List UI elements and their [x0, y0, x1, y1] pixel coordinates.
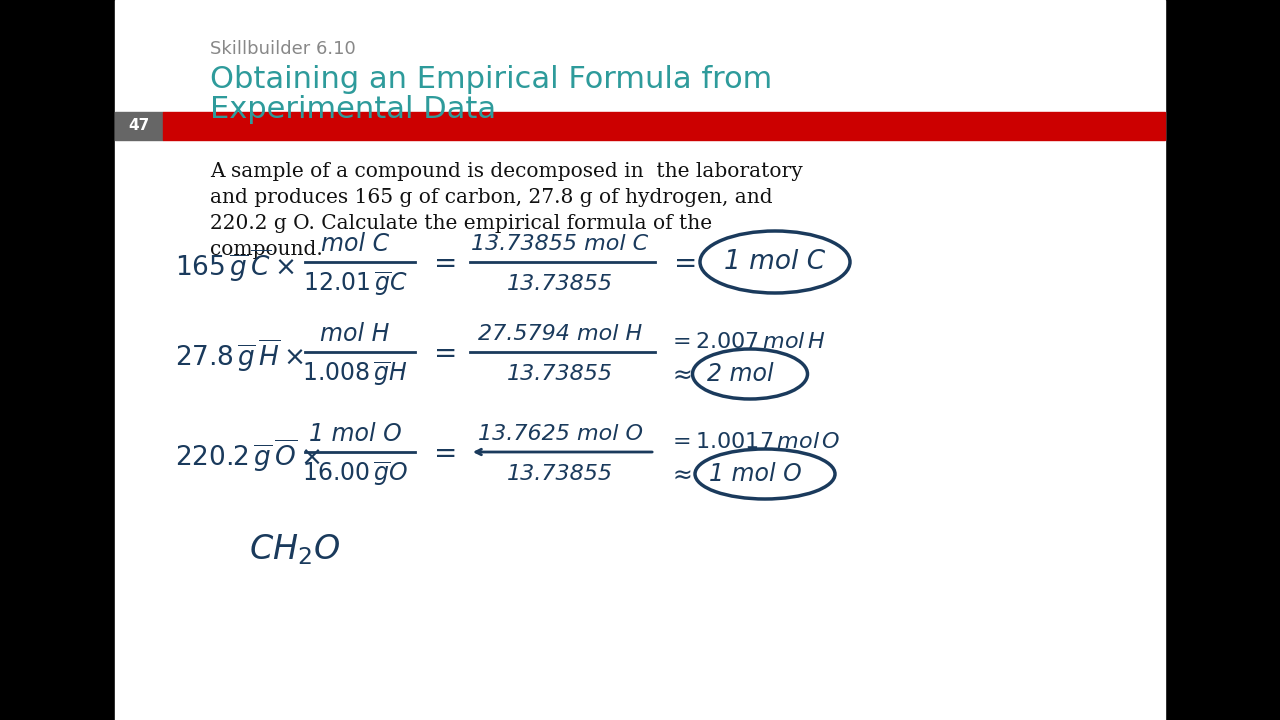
Text: Experimental Data: Experimental Data: [210, 95, 497, 124]
Text: 13.73855: 13.73855: [507, 364, 613, 384]
Text: $16.00\,\overline{g}O$: $16.00\,\overline{g}O$: [302, 460, 408, 488]
Text: $=$: $=$: [428, 248, 456, 276]
Text: 13.73855: 13.73855: [507, 464, 613, 484]
Text: $= 1.0017\,mol\,O$: $= 1.0017\,mol\,O$: [668, 432, 841, 452]
Text: 2 mol: 2 mol: [707, 362, 773, 386]
Text: $=$: $=$: [428, 338, 456, 366]
Text: $165\,\overline{g}\,\overline{C}\times$: $165\,\overline{g}\,\overline{C}\times$: [175, 248, 294, 284]
Bar: [163, 112, 1165, 140]
Text: 1 mol O: 1 mol O: [308, 422, 402, 446]
Text: mol H: mol H: [320, 322, 389, 346]
Text: $=$: $=$: [428, 438, 456, 466]
Text: 13.73855 mol C: 13.73855 mol C: [471, 234, 649, 254]
Text: 1 mol C: 1 mol C: [724, 249, 826, 275]
Text: $\approx$: $\approx$: [668, 462, 692, 486]
Bar: [0, 0, 115, 720]
Bar: [1165, 0, 1280, 720]
Text: and produces 165 g of carbon, 27.8 g of hydrogen, and: and produces 165 g of carbon, 27.8 g of …: [210, 188, 773, 207]
Text: $12.01\,\overline{g}C$: $12.01\,\overline{g}C$: [302, 270, 407, 298]
Bar: [115, 0, 1165, 720]
Text: $CH_2O$: $CH_2O$: [250, 533, 340, 567]
Text: $=$: $=$: [668, 248, 696, 276]
Text: $= 2.007\,mol\,H$: $= 2.007\,mol\,H$: [668, 332, 826, 352]
Text: 220.2 g O. Calculate the empirical formula of the: 220.2 g O. Calculate the empirical formu…: [210, 214, 712, 233]
Text: 27.5794 mol H: 27.5794 mol H: [477, 324, 643, 344]
Text: A sample of a compound is decomposed in  the laboratory: A sample of a compound is decomposed in …: [210, 162, 803, 181]
Text: $27.8\,\overline{g}\,\overline{H}\times$: $27.8\,\overline{g}\,\overline{H}\times$: [175, 338, 303, 374]
Text: compound.: compound.: [210, 240, 323, 259]
Text: Obtaining an Empirical Formula from: Obtaining an Empirical Formula from: [210, 65, 772, 94]
Bar: [115, 112, 163, 140]
Text: 1 mol O: 1 mol O: [709, 462, 801, 486]
Text: $\approx$: $\approx$: [668, 362, 692, 386]
Text: $1.008\,\overline{g}H$: $1.008\,\overline{g}H$: [302, 360, 408, 388]
Text: mol C: mol C: [321, 232, 389, 256]
Text: 13.7625 mol O: 13.7625 mol O: [477, 424, 643, 444]
Text: 47: 47: [128, 119, 150, 133]
Text: Skillbuilder 6.10: Skillbuilder 6.10: [210, 40, 356, 58]
Text: 13.73855: 13.73855: [507, 274, 613, 294]
Text: $220.2\,\overline{g}\,\overline{O}\times$: $220.2\,\overline{g}\,\overline{O}\times…: [175, 438, 321, 474]
